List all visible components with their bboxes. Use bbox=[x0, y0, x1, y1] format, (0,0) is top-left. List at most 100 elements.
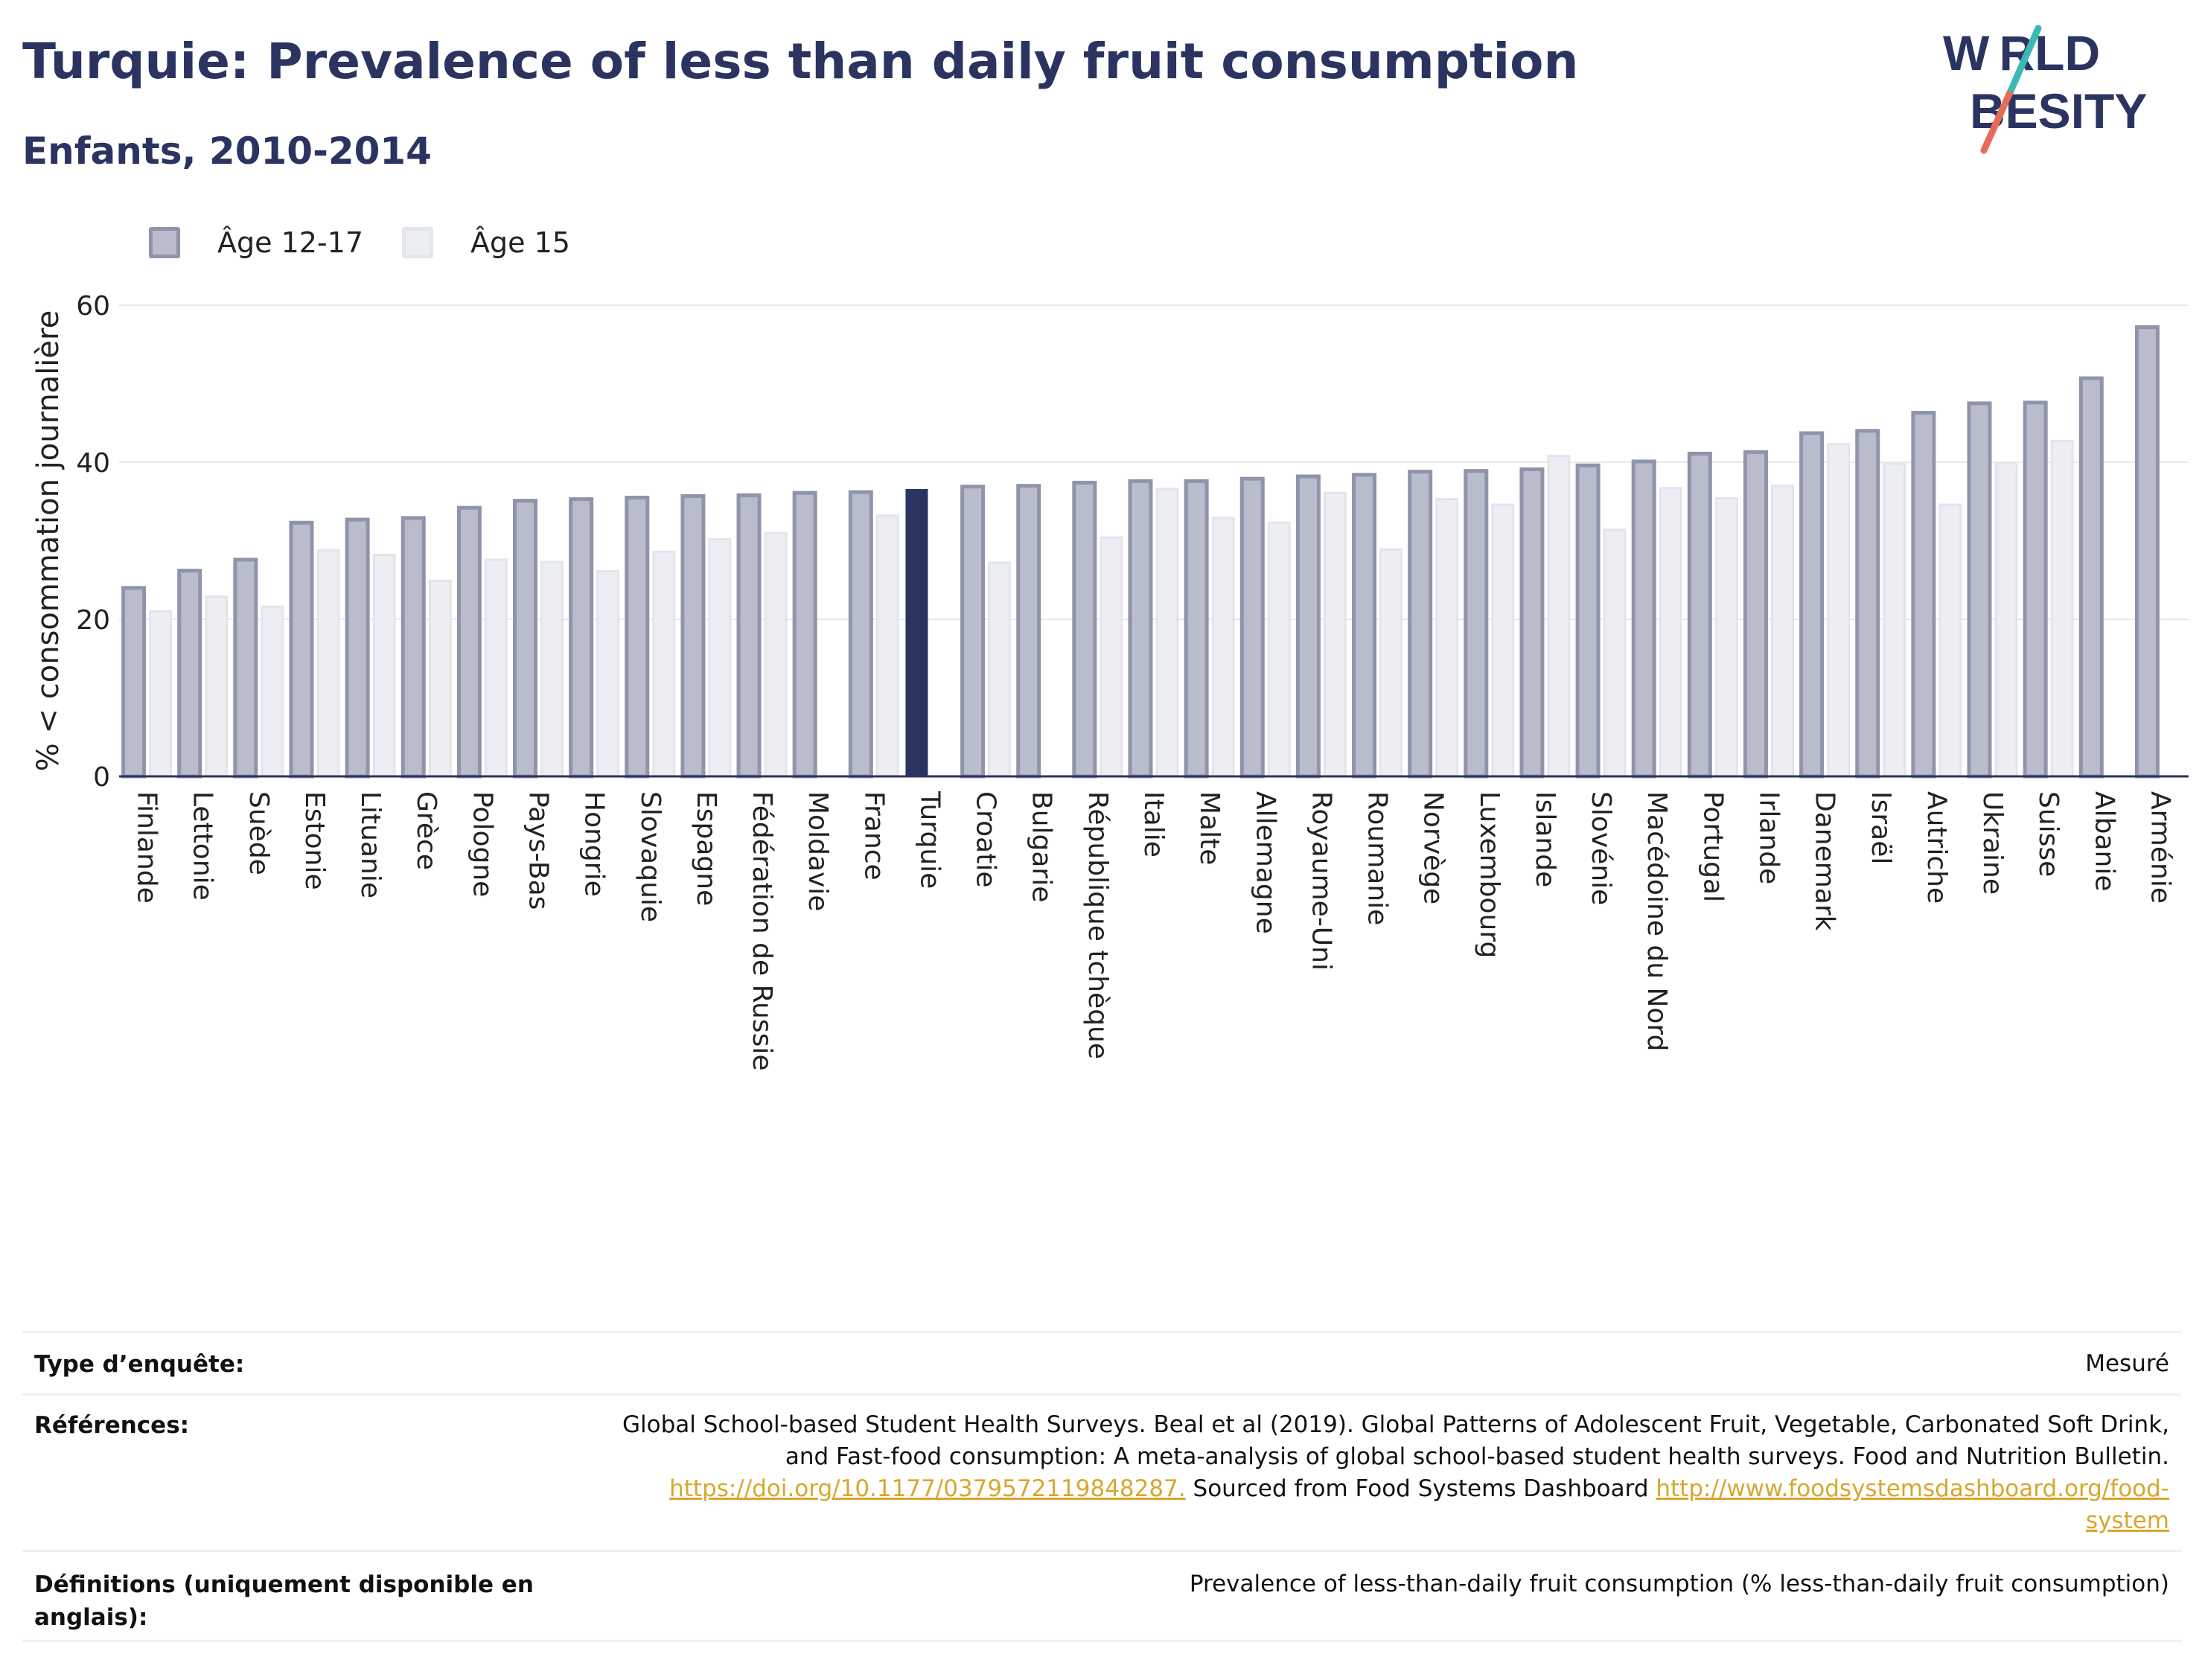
bar-series-2 bbox=[372, 553, 396, 778]
bar-series-2 bbox=[1659, 487, 1682, 778]
bar-series-2 bbox=[1938, 503, 1962, 778]
bar-series-1 bbox=[1184, 479, 1209, 779]
logo-slash-teal bbox=[2008, 25, 2042, 93]
x-tick-label: Macédoine du Nord bbox=[1641, 791, 1672, 1051]
x-tick-label: Grèce bbox=[411, 791, 441, 870]
x-tick-label: Autriche bbox=[1921, 791, 1952, 904]
bar-series-2 bbox=[1435, 498, 1459, 778]
references-label: Références: bbox=[34, 1412, 190, 1439]
info-row-definitions: Définitions (uniquement disponible en an… bbox=[22, 1550, 2181, 1642]
legend-swatch-series-1 bbox=[149, 227, 180, 258]
bar-series-1 bbox=[1967, 401, 1992, 779]
bar-series-1 bbox=[1239, 476, 1265, 779]
x-tick-label: Turquie bbox=[914, 791, 945, 889]
bar-series-2 bbox=[1994, 461, 2018, 778]
x-tick-label: Islande bbox=[1530, 791, 1560, 887]
bar-series-2 bbox=[1491, 503, 1515, 778]
bar-series-1 bbox=[1295, 474, 1321, 779]
bar-series-2 bbox=[484, 558, 508, 778]
bar-series-2 bbox=[1714, 497, 1738, 778]
bar-series-2 bbox=[1883, 462, 1906, 778]
y-axis-title: % < consommation journalière bbox=[31, 310, 66, 771]
definitions-label: Définitions (uniquement disponible en an… bbox=[34, 1568, 534, 1634]
bar-series-1 bbox=[1687, 451, 1712, 779]
bar-series-2 bbox=[652, 550, 676, 778]
y-tick-label: 0 bbox=[93, 762, 110, 793]
bar-series-2 bbox=[1547, 455, 1571, 778]
info-table: Type d’enquête: Mesuré Références: Globa… bbox=[22, 1331, 2181, 1642]
info-row-references: Références: Global School-based Student … bbox=[22, 1393, 2181, 1550]
y-tick-label: 20 bbox=[76, 605, 110, 636]
bar-series-2 bbox=[149, 610, 173, 778]
x-tick-label: Albanie bbox=[2089, 791, 2119, 892]
bar-series-1 bbox=[1128, 479, 1153, 779]
x-tick-label: Moldavie bbox=[802, 791, 833, 911]
chart-subtitle: Enfants, 2010-2014 bbox=[22, 130, 432, 173]
x-tick-label: Royaume-Uni bbox=[1306, 791, 1336, 971]
x-tick-label: Danemark bbox=[1810, 791, 1840, 931]
food-systems-link[interactable]: http://www.foodsystemsdashboard.org/food… bbox=[1656, 1475, 2169, 1502]
x-tick-label: France bbox=[858, 791, 889, 881]
x-tick-label: Allemagne bbox=[1250, 791, 1280, 934]
legend-label-series-2: Âge 15 bbox=[470, 226, 570, 259]
bar-series-2 bbox=[875, 514, 899, 778]
y-tick-label: 60 bbox=[76, 291, 110, 322]
x-tick-label: Norvège bbox=[1418, 791, 1449, 904]
x-tick-label: Arménie bbox=[2145, 791, 2175, 904]
bar-highlight bbox=[905, 488, 928, 777]
references-line-1: Global School-based Student Health Surve… bbox=[622, 1411, 2169, 1438]
bar-series-1 bbox=[680, 494, 706, 779]
definitions-label-line-1: Définitions (uniquement disponible en bbox=[34, 1571, 534, 1598]
x-tick-label: Espagne bbox=[691, 791, 721, 906]
bar-series-1 bbox=[1631, 459, 1656, 779]
x-tick-label: Hongrie bbox=[579, 791, 610, 897]
bar-series-1 bbox=[1016, 484, 1041, 779]
bar-series-1 bbox=[1408, 470, 1433, 779]
x-tick-label: Fédération de Russie bbox=[747, 791, 777, 1070]
bar-series-2 bbox=[708, 537, 732, 778]
food-systems-link-continued[interactable]: system bbox=[2085, 1507, 2169, 1534]
x-tick-label: Israël bbox=[1866, 791, 1896, 864]
references-value: Global School-based Student Health Surve… bbox=[622, 1409, 2169, 1537]
legend-label-series-1: Âge 12-17 bbox=[217, 226, 363, 259]
bar-series-1 bbox=[569, 497, 594, 779]
references-line-2: and Fast-food consumption: A meta-analys… bbox=[785, 1443, 2169, 1470]
info-row-survey-type: Type d’enquête: Mesuré bbox=[22, 1331, 2181, 1393]
bar-series-2 bbox=[1770, 485, 1794, 778]
bar-series-1 bbox=[736, 493, 762, 779]
definitions-value: Prevalence of less-than-daily fruit cons… bbox=[1189, 1571, 2169, 1597]
bar-series-1 bbox=[1575, 463, 1601, 779]
bar-series-1 bbox=[177, 569, 202, 779]
bar-series-1 bbox=[2023, 400, 2048, 779]
legend-item-series-2[interactable]: Âge 15 bbox=[402, 222, 570, 264]
x-tick-label: Finlande bbox=[132, 791, 162, 904]
bar-series-1 bbox=[121, 586, 147, 779]
x-tick-label: Portugal bbox=[1697, 791, 1728, 902]
x-tick-label: République tchèque bbox=[1082, 791, 1113, 1059]
x-tick-label: Croatie bbox=[971, 791, 1001, 888]
survey-type-label: Type d’enquête: bbox=[34, 1351, 245, 1378]
bar-series-1 bbox=[233, 558, 258, 779]
bar-series-2 bbox=[1100, 536, 1123, 778]
x-tick-label: Ukraine bbox=[1977, 791, 2008, 895]
bar-series-2 bbox=[1211, 517, 1235, 778]
bar-series-2 bbox=[1323, 491, 1347, 778]
references-line-4: system bbox=[622, 1505, 2169, 1537]
references-line-3: https://doi.org/10.1177/0379572119848287… bbox=[622, 1473, 2169, 1505]
bar-series-2 bbox=[1603, 528, 1627, 778]
bar-series-1 bbox=[1855, 429, 1880, 779]
x-tick-label: Italie bbox=[1138, 791, 1169, 857]
legend-item-series-1[interactable]: Âge 12-17 bbox=[149, 222, 363, 264]
chart-title: Turquie: Prevalence of less than daily f… bbox=[22, 33, 1579, 90]
bar-series-1 bbox=[289, 520, 314, 779]
bar-series-2 bbox=[205, 595, 229, 778]
x-tick-label: Lituanie bbox=[355, 791, 386, 898]
bar-series-2 bbox=[261, 605, 284, 778]
bar-chart: 0 20 40 60 % < consommation journalière Finla… bbox=[31, 291, 2189, 1070]
y-tick-label: 40 bbox=[76, 448, 110, 479]
references-mid-text: Sourced from Food Systems Dashboard bbox=[1185, 1475, 1656, 1502]
bar-series-2 bbox=[1827, 443, 1851, 778]
doi-link[interactable]: https://doi.org/10.1177/0379572119848287… bbox=[669, 1475, 1186, 1502]
bar-series-1 bbox=[625, 495, 650, 779]
bar-series-1 bbox=[2078, 376, 2104, 779]
